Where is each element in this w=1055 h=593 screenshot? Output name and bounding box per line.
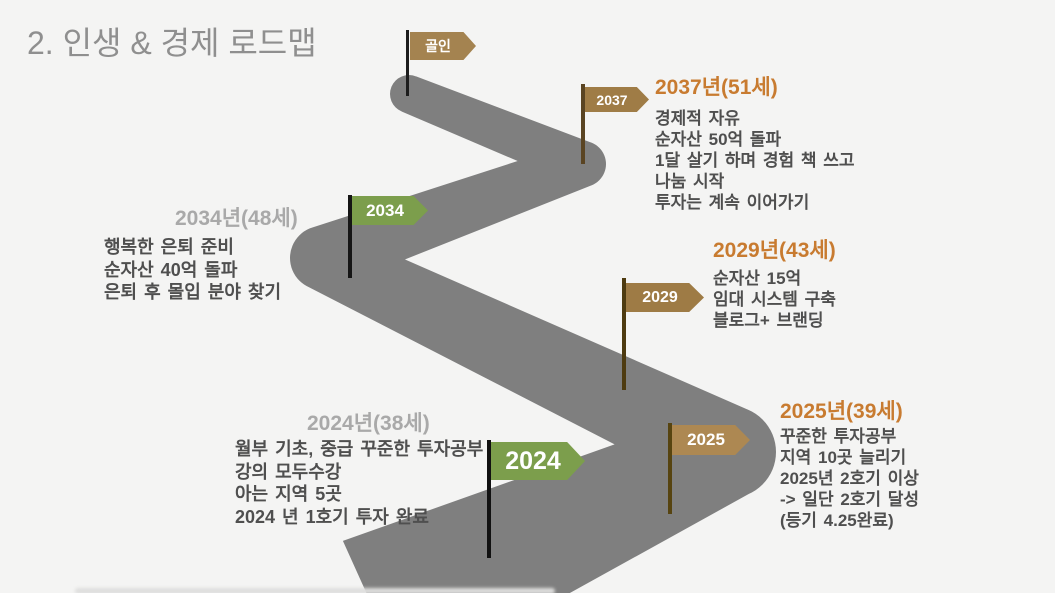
body-line: 꾸준한 투자공부: [780, 427, 897, 446]
body-line: 투자는 계속 이어가기: [655, 193, 810, 212]
body-line: 행복한 은퇴 준비: [104, 237, 234, 257]
milestone-2037-heading: 2037년(51세): [655, 76, 778, 99]
body-line: 나눔 시작: [655, 172, 725, 191]
body-line: 경제적 자유: [655, 109, 740, 128]
body-line: 1달 살기 하며 경험 책 쓰고: [655, 151, 855, 170]
flag-pennant-2024: 2024: [491, 442, 585, 480]
flag-pole-2037: [581, 84, 585, 164]
milestone-2024-body: 월부 기초, 중급 꾸준한 투자공부 강의 모두수강 아는 지역 5곳 2024…: [235, 438, 483, 528]
milestone-2025-heading: 2025년(39세): [780, 400, 903, 423]
goal-flag-pennant: 골인: [410, 32, 476, 60]
body-line: 은퇴 후 몰입 분야 찾기: [104, 282, 282, 302]
flag-pole-2029: [622, 278, 626, 390]
body-line: 임대 시스템 구축: [713, 290, 836, 309]
body-line: 지역 10곳 늘리기: [780, 448, 907, 467]
milestone-2029-heading: 2029년(43세): [713, 239, 836, 262]
milestone-2029-body: 순자산 15억 임대 시스템 구축 블로그+ 브랜딩: [713, 268, 836, 331]
body-line: 2024 년 1호기 투자 완료: [235, 506, 429, 527]
milestone-2034-body: 행복한 은퇴 준비 순자산 40억 돌파 은퇴 후 몰입 분야 찾기: [104, 236, 281, 304]
flag-pole-2024: [487, 440, 491, 558]
flag-pole-2034: [348, 195, 352, 278]
milestone-2034-heading: 2034년(48세): [175, 207, 298, 230]
milestone-2024-heading: 2024년(38세): [307, 412, 430, 435]
body-line: 월부 기초, 중급 꾸준한 투자공부: [235, 439, 484, 459]
milestone-2025-body: 꾸준한 투자공부 지역 10곳 늘리기 2025년 2호기 이상 -> 일단 2…: [780, 426, 919, 531]
body-line: -> 일단 2호기 달성: [780, 490, 920, 509]
goal-flag-label: 골인: [425, 38, 451, 54]
slide-title: 2. 인생 & 경제 로드맵: [27, 25, 317, 61]
body-line: 블로그+ 브랜딩: [713, 311, 824, 330]
flag-label-2025: 2025: [687, 430, 725, 449]
flag-label-2029: 2029: [642, 288, 678, 306]
flag-pennant-2037: 2037: [585, 87, 649, 112]
body-line: 순자산 40억 돌파: [104, 259, 238, 280]
flag-label-2034: 2034: [366, 200, 404, 220]
body-line: 아는 지역 5곳: [235, 484, 342, 504]
body-line: 순자산 50억 돌파: [655, 130, 782, 149]
footer-remnant: [75, 588, 555, 593]
body-line: 2025년 2호기 이상: [780, 469, 919, 488]
flag-label-2037: 2037: [596, 91, 628, 108]
milestone-2037-body: 경제적 자유 순자산 50억 돌파 1달 살기 하며 경험 책 쓰고 나눔 시작…: [655, 108, 854, 213]
goal-flag-pole: [406, 30, 409, 96]
body-line: 순자산 15억: [713, 269, 802, 288]
flag-pennant-2034: 2034: [352, 196, 428, 225]
flag-label-2024: 2024: [505, 446, 561, 475]
flag-pole-2025: [668, 423, 672, 514]
body-line: 강의 모두수강: [235, 461, 342, 482]
flag-pennant-2025: 2025: [672, 425, 750, 455]
body-line: (등기 4.25완료): [780, 511, 894, 530]
flag-pennant-2029: 2029: [626, 283, 704, 312]
